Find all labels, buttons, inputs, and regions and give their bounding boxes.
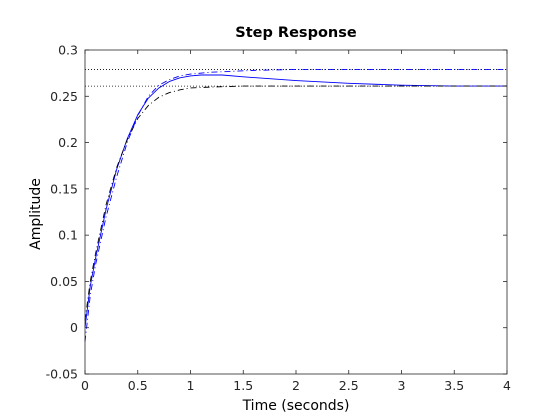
y-tick-label-2: 0.05 [50, 274, 78, 289]
x-tick-label-1: 0.5 [128, 378, 148, 393]
plot-area: 0 0.5 1 1.5 2 2.5 3 3.5 4-0.0500.050.10.150.20.2… [46, 43, 511, 394]
y-tick-label-4: 0.15 [50, 181, 78, 196]
y-tick-label-0: -0.05 [46, 367, 78, 382]
x-tick-label-2: 1 [187, 378, 195, 393]
x-tick-label-6: 3 [398, 378, 406, 393]
y-tick-label-1: 0 [70, 320, 78, 335]
response-line-1 [84, 74, 507, 328]
x-axis-label: Time (seconds) [242, 398, 350, 414]
x-tick-label-7: 3.5 [444, 378, 464, 393]
chart-title: Step Response [235, 25, 357, 41]
x-tick-label-0: 0 [81, 378, 89, 393]
y-axis-label: Amplitude [28, 178, 44, 250]
axes-background [85, 50, 507, 374]
x-tick-label-4: 2 [292, 378, 300, 393]
y-tick-label-7: 0.3 [58, 43, 78, 58]
x-tick-label-3: 1.5 [233, 378, 253, 393]
y-tick-label-3: 0.1 [58, 228, 78, 243]
response-line-2 [84, 68, 507, 342]
x-tick-label-8: 4 [503, 378, 511, 393]
x-tick-label-5: 2.5 [339, 378, 359, 393]
y-tick-label-5: 0.2 [58, 135, 78, 150]
response-line-3 [84, 85, 507, 321]
y-tick-label-6: 0.25 [50, 89, 78, 104]
